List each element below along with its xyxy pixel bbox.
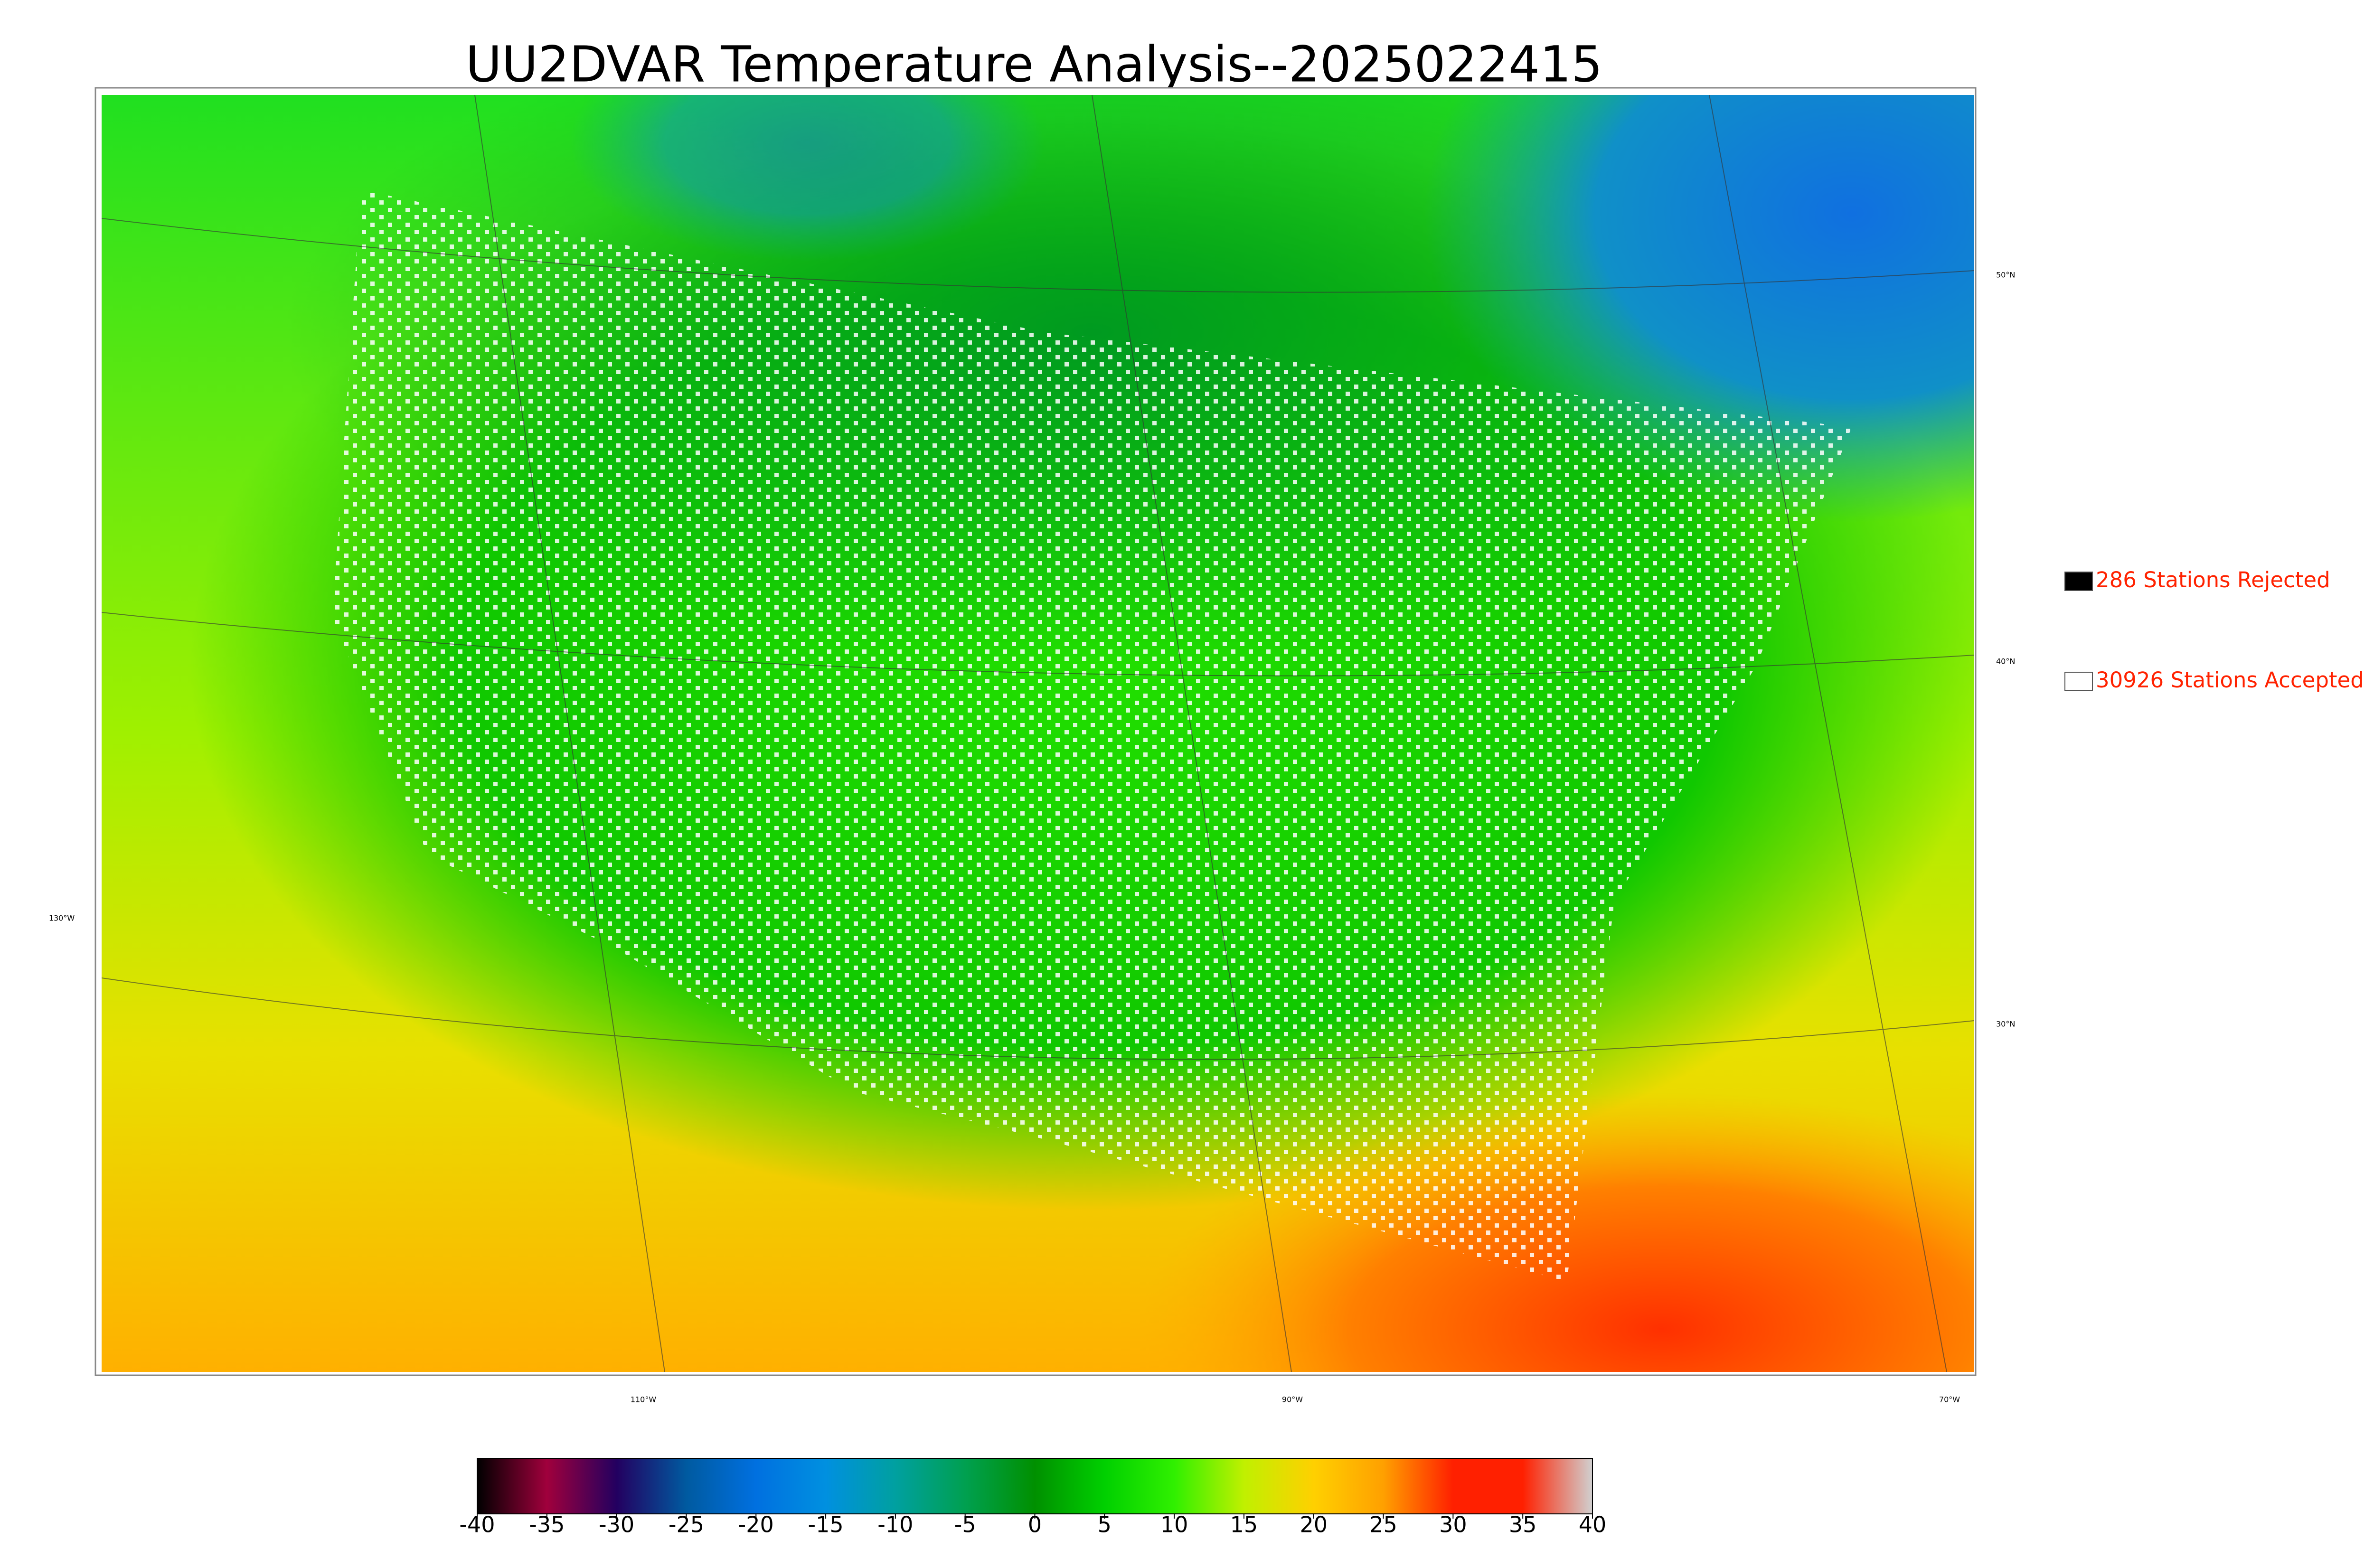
legend-swatch — [2064, 672, 2093, 691]
colorbar-tick-label: 0 — [1028, 1512, 1042, 1538]
colorbar: -40 -35 -30 -25 -20 -15 -10 -5 0 5 10 15 20 25 30 35 40 — [459, 1458, 1606, 1538]
colorbar-tick-label: -40 — [459, 1512, 495, 1538]
longitude-label: 70°W — [1939, 1395, 1960, 1404]
longitude-label: 90°W — [1282, 1395, 1303, 1404]
colorbar-tick-label: -35 — [529, 1512, 565, 1538]
colorbar-tick-label: -25 — [669, 1512, 704, 1538]
colorbar-tick-label: 25 — [1369, 1512, 1397, 1538]
legend-swatch — [2064, 572, 2093, 591]
colorbar-tick-label: 40 — [1579, 1512, 1607, 1538]
longitude-label: 130°W — [49, 914, 75, 923]
map — [102, 95, 1974, 1372]
colorbar-tick-label: 10 — [1160, 1512, 1188, 1538]
latitude-label: 40°N — [1996, 657, 2015, 666]
colorbar-tick-label: -30 — [599, 1512, 634, 1538]
colorbar-tick-label: 20 — [1300, 1512, 1328, 1538]
colorbar-tick-label: -15 — [808, 1512, 843, 1538]
legend-label: 286 Stations Rejected — [2096, 567, 2330, 592]
colorbar-tick-label: -20 — [738, 1512, 774, 1538]
latitude-label: 30°N — [1996, 1020, 2015, 1029]
legend: 286 Stations Rejected 30926 Stations Acce… — [2064, 567, 2364, 693]
colorbar-tick-label: 15 — [1230, 1512, 1258, 1538]
legend-label: 30926 Stations Accepted — [2096, 667, 2364, 693]
latitude-label: 50°N — [1996, 271, 2015, 280]
colorbar-tick-label: 30 — [1439, 1512, 1467, 1538]
title: UU2DVAR Temperature Analysis--2025022415 — [466, 35, 1603, 93]
colorbar-scale — [477, 1458, 1593, 1514]
colorbar-tick-label: -10 — [877, 1512, 913, 1538]
colorbar-tick-label: -5 — [954, 1512, 976, 1538]
colorbar-tick-label: 35 — [1509, 1512, 1537, 1538]
colorbar-tick-label: 5 — [1098, 1512, 1112, 1538]
longitude-label: 110°W — [631, 1395, 657, 1404]
